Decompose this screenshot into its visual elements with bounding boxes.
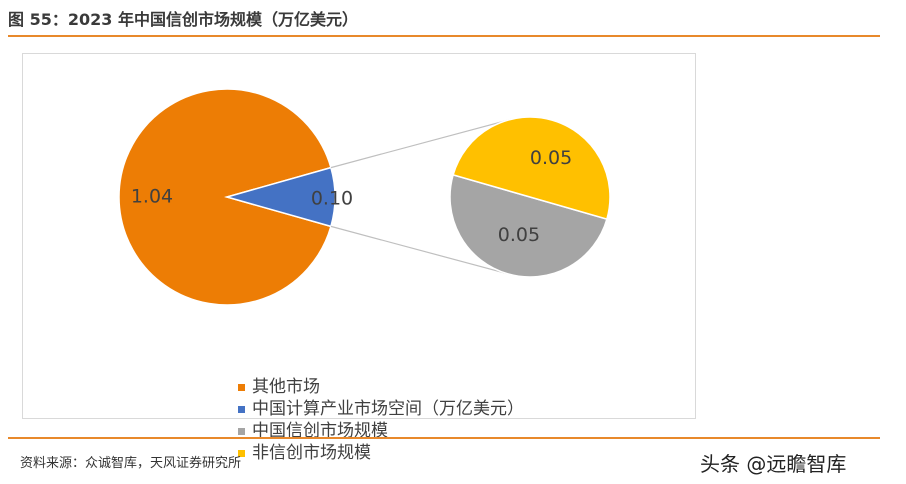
legend-swatch-non-xinchuang xyxy=(238,449,245,457)
data-label-other-market: 1.04 xyxy=(131,186,173,208)
source-note: 资料来源：众诚智库，天风证券研究所 xyxy=(20,456,242,471)
legend-item: 其他市场 xyxy=(238,376,524,398)
chart-legend: 其他市场 中国计算产业市场空间（万亿美元） 中国信创市场规模 非信创市场规模 xyxy=(238,376,524,464)
watermark-text: 头条 @远瞻智库 xyxy=(700,452,847,476)
title-divider xyxy=(8,35,880,37)
legend-label: 非信创市场规模 xyxy=(252,443,371,463)
pie-of-pie-chart: 1.04 0.10 0.05 0.05 xyxy=(118,88,611,306)
figure-title: 图 55：2023 年中国信创市场规模（万亿美元） xyxy=(8,10,358,29)
connector-line-bottom xyxy=(330,225,513,276)
pie-slice-non-xinchuang xyxy=(452,116,611,221)
data-label-xinchuang: 0.05 xyxy=(498,224,540,246)
data-label-computing-industry: 0.10 xyxy=(311,188,353,210)
legend-item: 中国信创市场规模 xyxy=(238,420,524,442)
legend-label: 中国信创市场规模 xyxy=(252,421,388,441)
data-label-non-xinchuang: 0.05 xyxy=(530,147,572,169)
chart-frame: 1.04 0.10 0.05 0.05 其他市场 中国计算产业市场空间（万亿美元） 中… xyxy=(22,53,696,463)
connector-line-top xyxy=(330,118,513,169)
pie-slice-xinchuang xyxy=(449,173,608,278)
legend-label: 其他市场 xyxy=(252,377,320,397)
legend-swatch-xinchuang xyxy=(238,427,245,435)
legend-swatch-computing-industry xyxy=(238,405,245,413)
legend-item: 非信创市场规模 xyxy=(238,442,524,464)
legend-label: 中国计算产业市场空间（万亿美元） xyxy=(252,399,524,419)
footer-divider xyxy=(8,437,880,439)
legend-item: 中国计算产业市场空间（万亿美元） xyxy=(238,398,524,420)
legend-swatch-other-market xyxy=(238,383,245,391)
